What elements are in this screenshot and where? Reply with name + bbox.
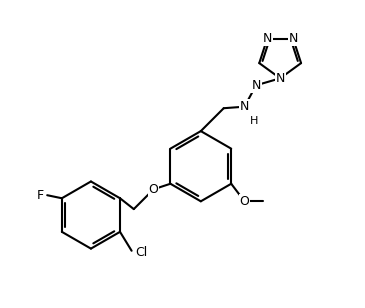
- Text: H: H: [250, 116, 258, 126]
- Text: N: N: [276, 72, 285, 85]
- Text: F: F: [36, 189, 43, 202]
- Text: N: N: [262, 32, 272, 45]
- Text: N: N: [240, 100, 249, 113]
- Text: Cl: Cl: [135, 246, 147, 259]
- Text: O: O: [149, 183, 158, 196]
- Text: N: N: [288, 32, 298, 45]
- Text: O: O: [240, 195, 250, 208]
- Text: N: N: [251, 79, 261, 92]
